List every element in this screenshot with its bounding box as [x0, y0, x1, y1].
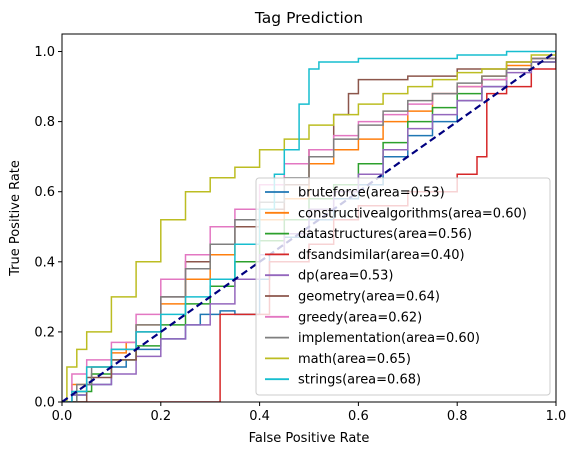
- y-tick-label: 1.0: [34, 45, 55, 60]
- y-tick-label: 0.4: [34, 255, 55, 270]
- legend: bruteforce(area=0.53) constructivealgorit…: [255, 177, 551, 396]
- legend-entry: geometry(area=0.64): [298, 290, 440, 305]
- legend-entry: implementation(area=0.60): [298, 331, 480, 346]
- legend-entry: dp(area=0.53): [298, 269, 393, 284]
- y-tick-label: 0.0: [34, 396, 55, 411]
- x-tick-label: 1.0: [546, 409, 567, 424]
- axes-frame: [61, 33, 557, 403]
- x-tick-label: 0.4: [249, 409, 270, 424]
- legend-entry: math(area=0.65): [298, 352, 411, 367]
- legend-entry: strings(area=0.68): [298, 373, 421, 388]
- y-tick-label: 0.8: [34, 115, 55, 130]
- x-axis-label: False Positive Rate: [249, 431, 370, 446]
- legend-entry: constructivealgorithms(area=0.60): [298, 206, 527, 221]
- x-tick-label: 0.6: [348, 409, 369, 424]
- y-tick-label: 0.2: [34, 325, 55, 340]
- legend-entry: dfsandsimilar(area=0.40): [298, 248, 465, 263]
- legend-entry: bruteforce(area=0.53): [298, 186, 445, 201]
- x-tick-label: 0.8: [447, 409, 468, 424]
- y-axis-label: True Positive Rate: [8, 160, 23, 277]
- y-tick-label: 0.6: [34, 185, 55, 200]
- chart-title: Tag Prediction: [254, 9, 363, 27]
- x-tick-label: 0.0: [52, 409, 73, 424]
- legend-box: [255, 177, 551, 396]
- x-tick-label: 0.2: [150, 409, 171, 424]
- axis-ticks: 0.0 0.2 0.4 0.6 0.8 1.0 0.0 0.2 0.4 0.6 0.8 1.0: [34, 45, 566, 424]
- legend-entry: greedy(area=0.62): [298, 310, 422, 325]
- roc-line-math: [62, 51, 556, 402]
- legend-entry: datastructures(area=0.56): [298, 227, 472, 242]
